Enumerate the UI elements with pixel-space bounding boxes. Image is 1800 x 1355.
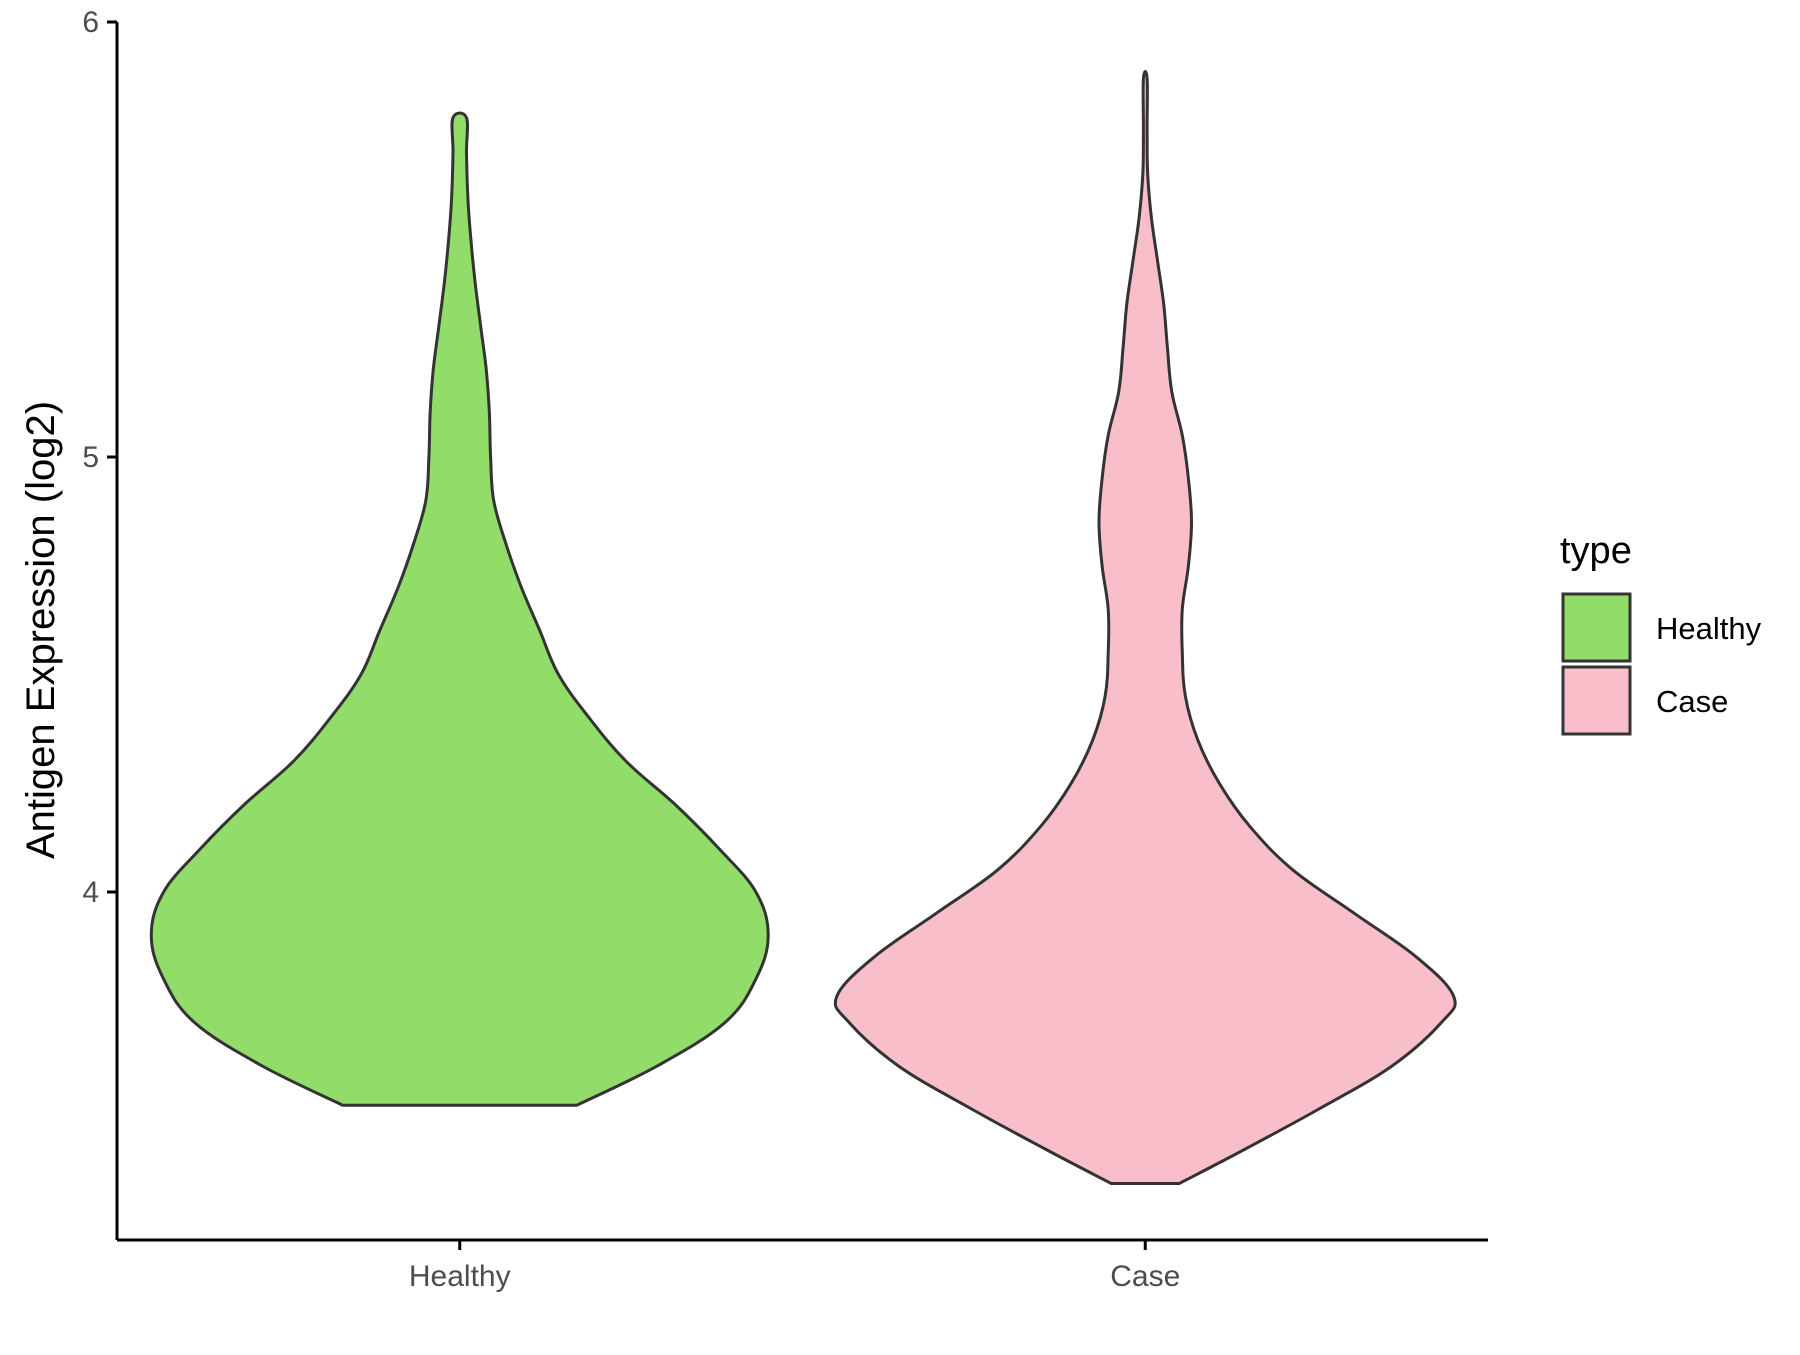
y-tick-label: 6: [82, 6, 99, 39]
legend-items: Healthy Case: [1561, 592, 1762, 736]
y-ticks: 4 5 6: [82, 6, 117, 909]
y-tick-label: 5: [82, 441, 99, 474]
legend-swatch-case[interactable]: [1561, 665, 1632, 736]
legend-label-healthy: Healthy: [1656, 611, 1762, 646]
legend-label-case: Case: [1656, 684, 1728, 719]
legend-title: type: [1560, 530, 1632, 572]
x-tick-label: Case: [1110, 1260, 1180, 1293]
violin-layer: [149, 70, 1457, 1185]
x-tick-label: Healthy: [409, 1260, 511, 1293]
legend[interactable]: type Healthy Case: [1560, 530, 1762, 736]
y-tick-label: 4: [82, 876, 99, 909]
violin-case: [833, 70, 1457, 1185]
legend-swatch-healthy[interactable]: [1561, 592, 1632, 663]
axes-layer: [115, 22, 1488, 1242]
violin-healthy: [149, 111, 770, 1107]
x-ticks: Healthy Case: [409, 1240, 1180, 1293]
y-axis-title: Antigen Expression (log2): [19, 401, 63, 859]
